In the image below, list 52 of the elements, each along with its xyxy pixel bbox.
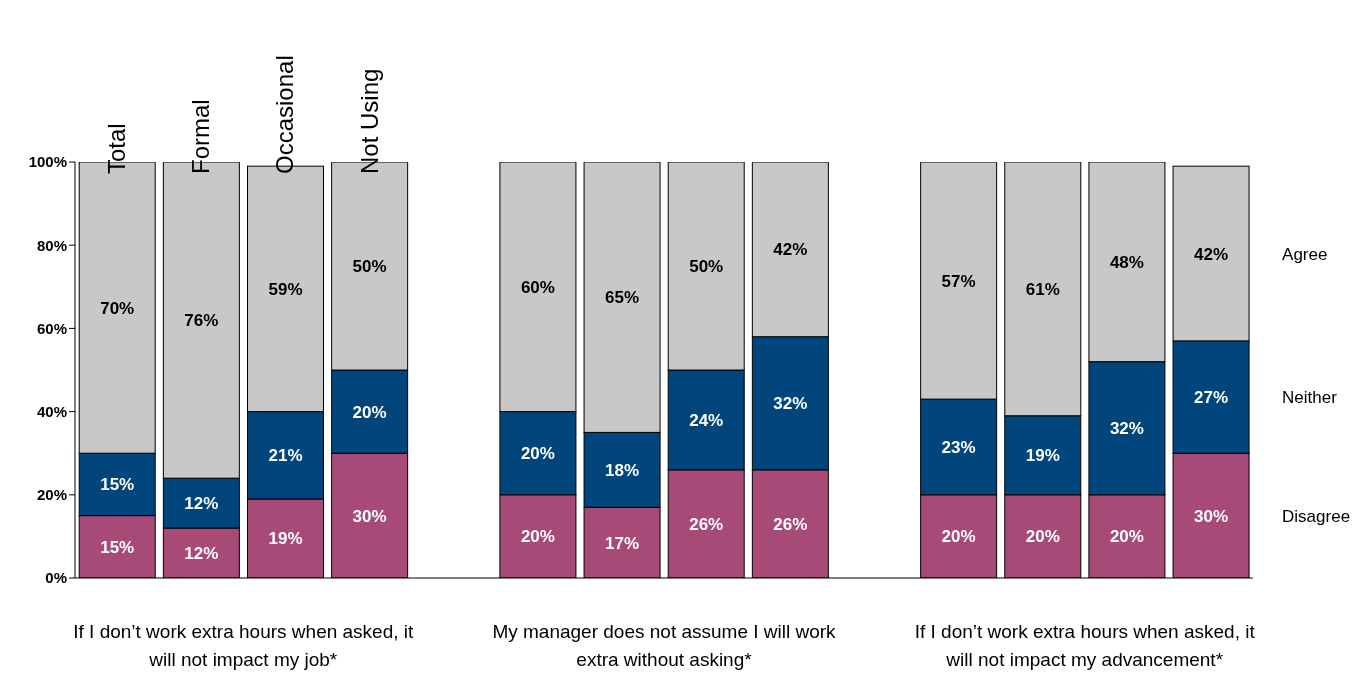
- x-tick-label: Occasional: [271, 55, 299, 174]
- text: If I don’t work extra hours when asked, it will not impact my advancement*: [913, 620, 1256, 672]
- data-label: 26%: [773, 514, 808, 534]
- data-label: 27%: [1194, 388, 1229, 408]
- data-label: 60%: [520, 277, 555, 297]
- text: My manager does not assume I will work extra without asking*: [491, 620, 837, 672]
- data-label: 57%: [941, 271, 976, 291]
- data-label: 32%: [773, 394, 808, 414]
- y-tick-label: 100%: [28, 153, 67, 171]
- x-tick-label: Total: [103, 123, 131, 174]
- data-label: 59%: [268, 279, 303, 299]
- data-label: 17%: [605, 533, 640, 553]
- data-label: 19%: [1025, 446, 1060, 466]
- data-label: 20%: [520, 444, 555, 464]
- data-label: 32%: [1109, 419, 1144, 439]
- data-label: 15%: [100, 475, 135, 495]
- data-label: 20%: [520, 527, 555, 547]
- data-label: 50%: [352, 257, 387, 276]
- data-label: 20%: [352, 402, 387, 422]
- data-label: 48%: [1109, 252, 1144, 272]
- series-label: Neither: [1282, 388, 1338, 408]
- data-label: 24%: [689, 410, 724, 430]
- data-label: 26%: [689, 514, 724, 534]
- data-label: 20%: [1025, 527, 1060, 547]
- y-tick-label: 40%: [36, 402, 67, 420]
- y-tick-label: 80%: [36, 236, 67, 254]
- y-tick-label: 60%: [36, 319, 67, 337]
- data-label: 15%: [100, 537, 135, 557]
- data-label: 19%: [268, 529, 303, 549]
- data-label: 42%: [1194, 244, 1229, 264]
- data-label: 12%: [184, 494, 219, 514]
- data-label: 30%: [1194, 506, 1229, 526]
- text: If I don’t work extra hours when asked, it will not impact my job*: [72, 620, 415, 672]
- data-label: 50%: [689, 257, 724, 276]
- series-label: Disagree: [1282, 506, 1351, 526]
- data-label: 18%: [605, 460, 640, 480]
- y-tick-label: 20%: [36, 486, 67, 504]
- data-label: 61%: [1025, 279, 1060, 299]
- x-tick-label: Formal: [187, 99, 215, 174]
- y-tick-label: 0%: [45, 569, 67, 587]
- data-label: 21%: [268, 446, 303, 466]
- data-label: 70%: [100, 298, 135, 318]
- data-label: 30%: [352, 506, 387, 526]
- data-label: 76%: [184, 311, 219, 331]
- data-label: 65%: [605, 288, 640, 308]
- data-label: 20%: [1109, 527, 1144, 547]
- data-label: 12%: [184, 544, 219, 564]
- x-tick-label: Not Using: [355, 68, 383, 174]
- data-label: 42%: [773, 240, 808, 260]
- series-label: Agree: [1282, 244, 1328, 264]
- data-label: 23%: [941, 437, 976, 457]
- data-label: 20%: [941, 527, 976, 547]
